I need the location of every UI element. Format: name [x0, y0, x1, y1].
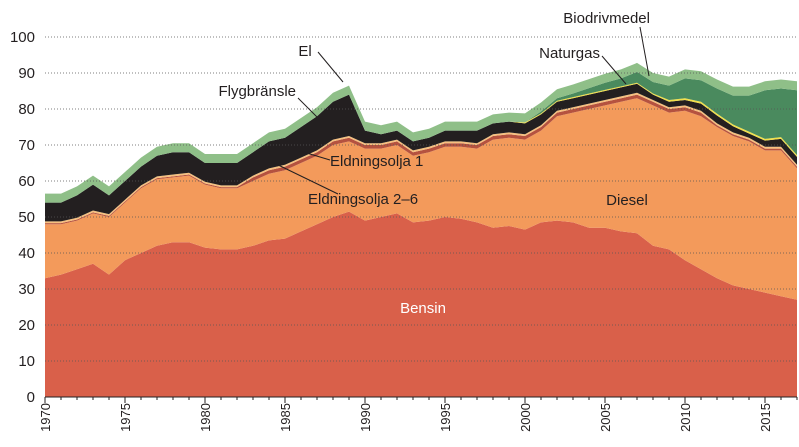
x-tick-label: 2015 — [758, 403, 773, 432]
x-tick-label: 1995 — [438, 403, 453, 432]
leader-line — [299, 150, 331, 161]
y-tick-label: 80 — [18, 101, 35, 118]
x-tick-label: 1970 — [38, 403, 53, 432]
x-tick-label: 1980 — [198, 403, 213, 432]
x-tick-label: 1990 — [358, 403, 373, 432]
area — [45, 98, 797, 300]
series-label: El — [298, 43, 311, 60]
series-label: Diesel — [606, 192, 648, 209]
leader-line — [317, 51, 344, 83]
series-label: Eldningsolja 2–6 — [308, 191, 418, 208]
y-tick-label: 20 — [18, 317, 35, 334]
series-label: Naturgas — [539, 45, 600, 62]
x-tick-label: 2000 — [518, 403, 533, 432]
y-tick-label: 50 — [18, 209, 35, 226]
series-label: Eldningsolja 1 — [330, 153, 423, 170]
leader-line — [271, 161, 339, 195]
y-tick-label: 30 — [18, 281, 35, 298]
leader-line — [601, 55, 627, 85]
y-tick-label: 60 — [18, 173, 35, 190]
leader-line — [297, 97, 327, 127]
y-tick-label: 0 — [27, 389, 35, 406]
y-tick-label: 10 — [18, 353, 35, 370]
area — [45, 211, 797, 397]
x-tick-label: 1985 — [278, 403, 293, 432]
y-tick-label: 90 — [18, 65, 35, 82]
y-tick-label: 70 — [18, 137, 35, 154]
area — [45, 62, 797, 203]
x-tick-label: 1975 — [118, 403, 133, 432]
series-label: Bensin — [400, 300, 446, 317]
series-label: Biodrivmedel — [563, 10, 650, 27]
y-tick-label: 40 — [18, 245, 35, 262]
y-tick-label: 100 — [10, 29, 35, 46]
x-tick-label: 2005 — [598, 403, 613, 432]
series-label: Flygbränsle — [218, 83, 296, 100]
x-tick-label: 2010 — [678, 403, 693, 432]
leader-line — [639, 26, 650, 77]
